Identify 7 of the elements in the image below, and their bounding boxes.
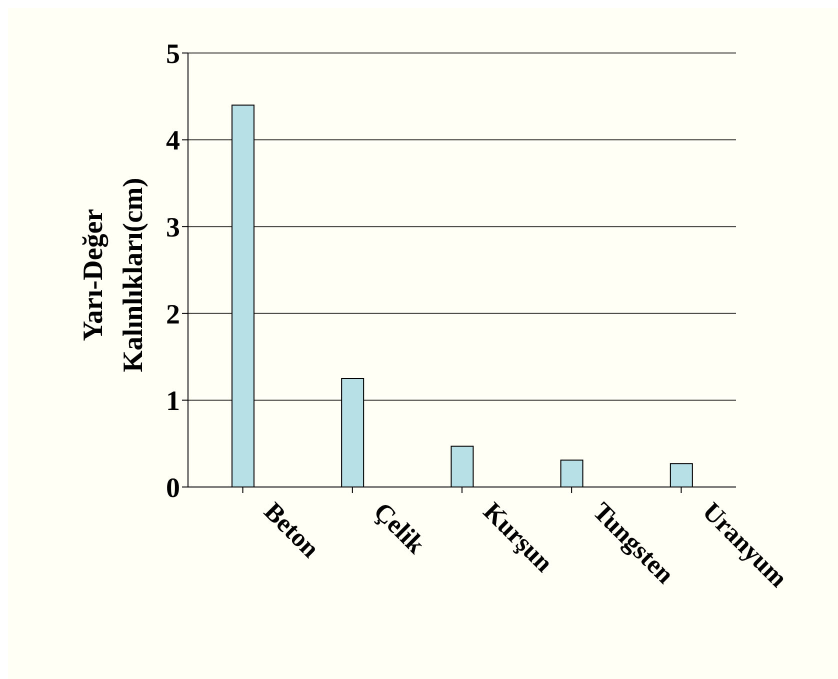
y-axis-title: Yarı-Değer Kalınlıkları(cm)	[78, 178, 149, 372]
y-tick-label: 2	[166, 299, 180, 330]
y-tick-label: 5	[166, 38, 180, 70]
y-tick-label: 1	[166, 386, 180, 418]
y-tick-label: 3	[166, 212, 180, 244]
y-tick-label: 4	[166, 126, 180, 157]
y-tick-label: 0	[166, 472, 180, 504]
